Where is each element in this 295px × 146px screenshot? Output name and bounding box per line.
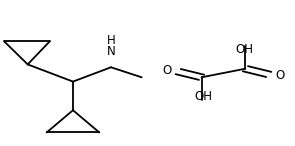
Text: OH: OH [235,43,253,56]
Text: O: O [163,64,172,77]
Text: H: H [107,34,116,47]
Text: OH: OH [194,90,212,103]
Text: O: O [275,69,284,82]
Text: N: N [107,45,116,58]
